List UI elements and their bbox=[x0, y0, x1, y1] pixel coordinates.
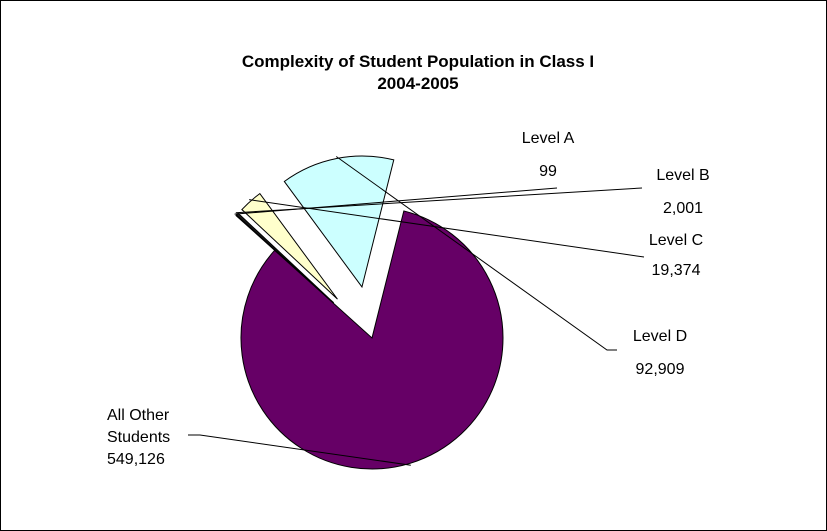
chart-subtitle: 2004-2005 bbox=[377, 74, 458, 93]
label-level-d-name: Level D bbox=[633, 328, 687, 345]
label-level-b-value: 2,001 bbox=[663, 200, 703, 217]
leader-line-all-other-students bbox=[188, 434, 411, 466]
label-level-c-name: Level C bbox=[649, 232, 703, 249]
chart-title: Complexity of Student Population in Clas… bbox=[242, 52, 594, 71]
leader-lines bbox=[188, 156, 645, 466]
pie-slice-level-c bbox=[241, 192, 338, 300]
label-all-other-line-2: Students bbox=[107, 429, 170, 446]
leader-line-level-c bbox=[249, 199, 645, 258]
pie-slices bbox=[235, 155, 504, 470]
label-level-b-name: Level B bbox=[656, 167, 709, 184]
leader-line-level-d bbox=[335, 156, 617, 351]
label-all-other-line-1: All Other bbox=[107, 407, 170, 424]
label-level-a-value: 99 bbox=[539, 163, 557, 180]
label-level-c-value: 19,374 bbox=[652, 262, 701, 279]
leader-line-level-b bbox=[235, 187, 643, 214]
label-level-a-name: Level A bbox=[522, 130, 575, 147]
pie-slice-all-other-students bbox=[240, 210, 504, 470]
pie-slice-level-d bbox=[283, 155, 395, 289]
label-level-d-value: 92,909 bbox=[636, 361, 685, 378]
label-all-other-value: 549,126 bbox=[107, 451, 165, 468]
